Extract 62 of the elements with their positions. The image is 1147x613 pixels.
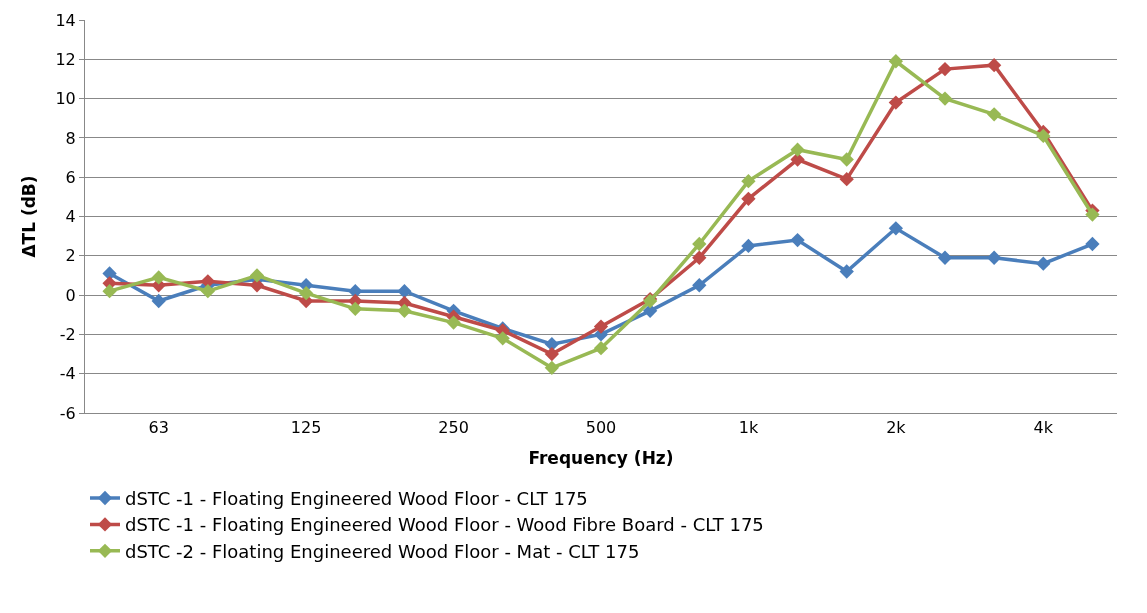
point	[544, 346, 560, 362]
point	[1085, 207, 1100, 222]
point	[397, 303, 412, 318]
point	[446, 315, 461, 330]
point	[397, 284, 412, 299]
point	[986, 250, 1002, 265]
point	[593, 341, 609, 356]
point	[839, 172, 854, 187]
point	[741, 191, 756, 206]
y-tick-label: 14	[55, 10, 76, 30]
point	[1085, 236, 1100, 252]
legend-label: dSTC -2 - Floating Engineered Wood Floor - Mat - CLT 175	[125, 540, 640, 562]
y-tick-label: 8	[65, 128, 76, 148]
point	[888, 95, 904, 110]
x-tick-label: 2k	[886, 418, 907, 438]
point	[937, 250, 953, 265]
x-tick-label: 125	[290, 418, 322, 438]
x-tick-label: 500	[585, 418, 617, 438]
point	[593, 319, 609, 334]
point	[888, 54, 904, 69]
y-tick-label: 10	[55, 89, 76, 109]
point	[692, 278, 707, 293]
y-tick-label: -6	[59, 403, 76, 423]
x-tick-label: 1k	[738, 418, 759, 438]
point	[298, 285, 314, 301]
x-axis-title: Frequency (Hz)	[528, 447, 674, 468]
point	[544, 360, 560, 375]
point	[692, 236, 707, 252]
point	[1036, 128, 1051, 144]
point	[1036, 256, 1051, 271]
point	[888, 221, 904, 236]
point	[200, 284, 216, 299]
legend-label: dSTC -1 - Floating Engineered Wood Floor - CLT 175	[125, 488, 588, 510]
y-tick-label: 0	[65, 285, 76, 305]
point	[986, 107, 1002, 122]
y-tick-label: 6	[65, 167, 76, 187]
point	[790, 232, 805, 248]
point	[839, 152, 854, 167]
point	[937, 61, 953, 77]
point	[151, 293, 166, 309]
x-tick-label: 63	[148, 418, 169, 438]
point	[249, 268, 265, 283]
point	[741, 173, 756, 189]
point	[495, 331, 510, 346]
point	[741, 238, 756, 254]
x-tick-label: 250	[438, 418, 469, 438]
point	[790, 142, 805, 157]
point	[986, 58, 1002, 73]
y-tick-label: -2	[59, 325, 76, 344]
legend-label: dSTC -1 - Floating Engineered Wood Floor - Wood Fibre Board - CLT 175	[125, 514, 764, 536]
y-axis-title: ΔTL (dB)	[18, 175, 39, 258]
point	[937, 91, 953, 106]
point	[839, 264, 854, 279]
y-tick-label: 2	[65, 246, 76, 266]
y-tick-label: 4	[65, 207, 76, 227]
y-tick-label: 12	[55, 49, 76, 69]
point	[348, 301, 363, 316]
point	[151, 270, 166, 285]
point	[692, 250, 707, 265]
x-tick-label: 4k	[1033, 418, 1054, 438]
point	[102, 284, 117, 299]
y-tick-label: -4	[59, 364, 76, 384]
